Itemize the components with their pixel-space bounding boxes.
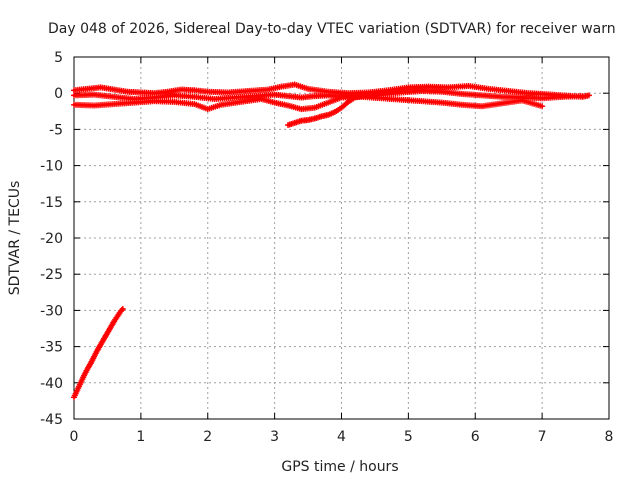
x-tick-label: 8 — [605, 429, 614, 445]
data-point — [119, 305, 126, 312]
y-tick-label: -10 — [40, 159, 63, 175]
y-tick-label: -30 — [40, 303, 63, 319]
y-axis-label: SDTVAR / TECUs — [7, 181, 23, 296]
chart-title: Day 048 of 2026, Sidereal Day-to-day VTE… — [48, 21, 616, 37]
y-tick-label: 0 — [54, 86, 63, 102]
data-point — [539, 103, 546, 110]
x-tick-label: 3 — [270, 429, 279, 445]
data-point — [118, 307, 125, 314]
axis-layer — [73, 56, 610, 420]
x-tick-label: 6 — [471, 429, 480, 445]
data-mark-layer — [71, 81, 592, 401]
y-tick-label: -20 — [40, 231, 63, 247]
x-tick-label: 7 — [538, 429, 547, 445]
y-tick-label: -15 — [40, 195, 63, 211]
y-tick-label: 5 — [54, 50, 63, 66]
grid-layer — [74, 57, 609, 419]
y-tick-label: -35 — [40, 340, 63, 356]
x-tick-label: 4 — [337, 429, 346, 445]
data-point — [579, 93, 586, 100]
x-axis-label: GPS time / hours — [281, 459, 398, 475]
tick-label-layer: 0 1 2 3 4 5 6 7 8 5 0 -5 -10 -15 -20 -25 -30 -35 -40 -45 — [40, 50, 613, 445]
series-middle-track — [71, 88, 586, 102]
data-point — [585, 92, 592, 99]
y-tick-label: -5 — [49, 122, 63, 138]
y-tick-label: -45 — [40, 412, 63, 428]
x-tick-label: 1 — [136, 429, 145, 445]
x-tick-label: 0 — [70, 429, 79, 445]
x-tick-label: 2 — [203, 429, 212, 445]
series-lower-track — [71, 93, 546, 113]
y-tick-label: -40 — [40, 376, 63, 392]
series-steep-segment — [71, 305, 126, 401]
y-tick-label: -25 — [40, 267, 63, 283]
data-point — [365, 91, 372, 98]
series-dip-segment — [285, 91, 372, 129]
x-tick-label: 5 — [404, 429, 413, 445]
plot-border — [73, 56, 610, 420]
